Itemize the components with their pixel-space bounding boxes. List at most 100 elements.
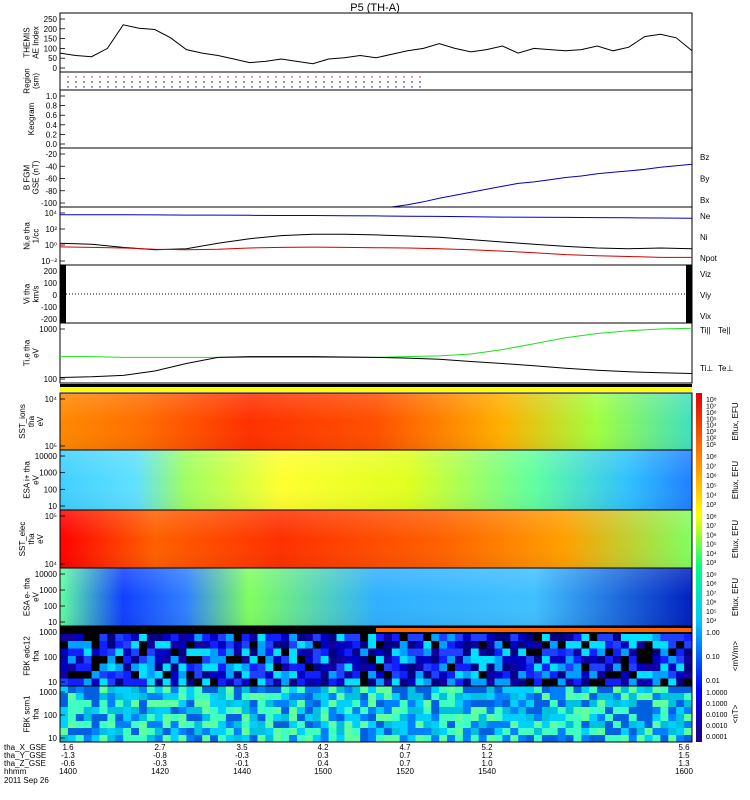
- fbk_scm-cell: [312, 700, 322, 708]
- fbk_scm-cell: [391, 728, 401, 736]
- fbk_edc-cell: [336, 633, 345, 642]
- fbk_edc-cell: [139, 633, 148, 642]
- fbk_edc-cell: [376, 656, 385, 664]
- region-dot-blue: [187, 86, 189, 88]
- fbk_edc-cell: [502, 678, 511, 687]
- fbk_scm-cell: [257, 735, 266, 743]
- fbk_scm-cell: [376, 735, 385, 743]
- fbk_scm-cell: [660, 714, 669, 722]
- fbk_scm-cell: [581, 721, 590, 729]
- fbk_edc-cell: [470, 663, 480, 672]
- fbk_scm-cell: [494, 707, 503, 715]
- fbk_edc-cell: [644, 678, 653, 687]
- fbk_edc-cell: [360, 633, 369, 642]
- fbk_scm-cell: [526, 735, 535, 743]
- sst_ion-ytick: 10⁵: [45, 442, 57, 451]
- fbk_scm-cell: [391, 735, 401, 743]
- fbk_scm-cell: [431, 700, 440, 708]
- fbk_edc-cell: [660, 671, 669, 679]
- fbk_edc-cell: [170, 678, 179, 687]
- legend-ti: Ti⊥: [700, 364, 713, 373]
- fbk_edc-cell: [99, 648, 108, 657]
- fbk_scm-cell: [368, 700, 377, 708]
- xtick-1-3: 0.3: [317, 751, 329, 760]
- fbk_edc-cell: [273, 671, 282, 679]
- fbk_scm-cell: [613, 693, 622, 701]
- fbk_edc-cell: [597, 678, 606, 687]
- fbk_scm-cell: [541, 693, 551, 701]
- fbk_scm-cell: [605, 693, 614, 701]
- fbk_scm-cell: [194, 728, 203, 736]
- fbk_edc-cell: [652, 671, 661, 679]
- fbk_edc-cell: [336, 663, 345, 672]
- fbk_edc-cell: [249, 648, 258, 657]
- fbk_edc-cell: [123, 633, 132, 642]
- fbk_scm-cell: [233, 721, 243, 729]
- esa_elec-colorbar-tick: 10⁴: [706, 618, 717, 625]
- fbk_scm-cell: [652, 728, 661, 736]
- fbk_edc-cell: [202, 633, 211, 642]
- fbk_edc-cell: [502, 633, 511, 642]
- legend-te: Te⊥: [718, 364, 733, 373]
- velocity-ylabel: km/s: [32, 286, 41, 303]
- fbk_edc-cell: [565, 641, 574, 649]
- fbk_edc-cell: [462, 656, 472, 664]
- sst_elec-colorbar-tick: 10⁸: [706, 514, 717, 521]
- fbk_edc-colorbar-tick: 0.01: [706, 678, 720, 685]
- bfgm-ytick: -60: [45, 175, 57, 184]
- fbk_edc-cell: [154, 678, 164, 687]
- fbk_scm-cell: [676, 714, 685, 722]
- fbk_edc-cell: [360, 678, 369, 687]
- fbk_scm-cell: [541, 686, 551, 694]
- fbk_edc-cell: [486, 648, 495, 657]
- fbk_edc-cell: [146, 633, 156, 642]
- fbk_scm-cell: [257, 707, 266, 715]
- region-dot-red: [315, 76, 317, 78]
- fbk_edc-cell: [383, 633, 393, 642]
- fbk_scm-cell: [91, 686, 100, 694]
- region-dot-red: [139, 76, 141, 78]
- fbk_edc-cell: [368, 663, 377, 672]
- fbk_scm-cell: [399, 735, 409, 743]
- fbk_edc-cell: [304, 678, 314, 687]
- fbk_scm-cell: [60, 693, 69, 701]
- fbk_scm-cell: [225, 693, 235, 701]
- fbk_edc-cell: [534, 663, 543, 672]
- region-frame: [59, 71, 693, 91]
- fbk_scm-cell: [75, 686, 85, 694]
- fbk_scm-cell: [210, 700, 219, 708]
- fbk_scm-cell: [139, 707, 148, 715]
- fbk_scm-cell: [644, 693, 653, 701]
- fbk_edc-cell: [668, 641, 677, 649]
- fbk_scm-cell: [67, 707, 77, 715]
- fbk_edc-cell: [265, 656, 274, 664]
- fbk_scm-cell: [154, 693, 164, 701]
- fbk_scm-cell: [67, 686, 77, 694]
- fbk_edc-cell: [502, 656, 511, 664]
- ae-ytick: 150: [44, 35, 58, 44]
- fbk_scm-cell: [131, 700, 140, 708]
- fbk_scm-cell: [526, 700, 535, 708]
- fbk_edc-cell: [407, 678, 416, 687]
- region-dot-black: [387, 81, 389, 83]
- fbk_scm-cell: [597, 728, 606, 736]
- fbk_scm-cell: [320, 721, 330, 729]
- fbk_scm-cell: [415, 693, 424, 701]
- fbk_edc-cell: [107, 633, 116, 642]
- fbk_edc-cell: [115, 648, 124, 657]
- region-dot-blue: [227, 86, 229, 88]
- fbk_scm-cell: [613, 700, 622, 708]
- fbk_edc-cell: [502, 648, 511, 657]
- fbk_edc-cell: [186, 641, 195, 649]
- fbk_edc-cell: [494, 663, 503, 672]
- fbk_edc-cell: [368, 678, 377, 687]
- fbk_scm-cell: [573, 721, 582, 729]
- region-dot-blue: [131, 86, 133, 88]
- fbk_edc-cell: [620, 678, 630, 687]
- fbk_edc-cell: [202, 641, 211, 649]
- fbk_scm-cell: [502, 693, 511, 701]
- fbk_edc-cell: [455, 671, 464, 679]
- fbk_edc-cell: [462, 641, 472, 649]
